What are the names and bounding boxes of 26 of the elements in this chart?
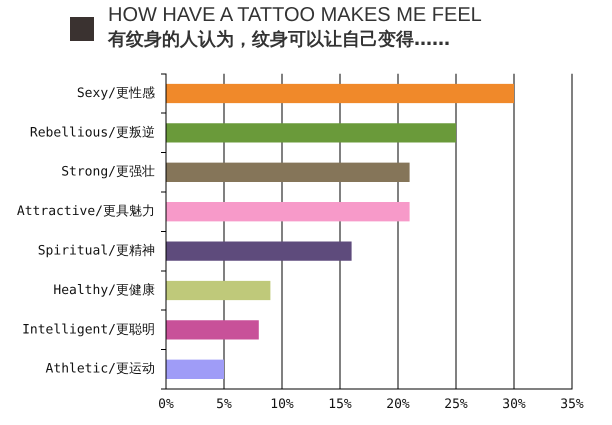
y-tick-label: Sexy/更性感 — [76, 86, 155, 101]
y-tick-label: Strong/更强壮 — [61, 164, 155, 180]
y-tick-label: Spiritual/更精神 — [38, 243, 155, 258]
chart-subtitle: 有纹身的人认为，纹身可以让自己变得…… — [108, 29, 450, 51]
y-tick-label: Athletic/更运动 — [46, 362, 155, 377]
bar — [166, 280, 270, 300]
x-tick-label: 25% — [444, 397, 468, 412]
bar — [166, 241, 352, 261]
bar — [166, 320, 259, 340]
x-tick-label: 20% — [386, 397, 410, 412]
bar — [166, 162, 410, 182]
y-tick-label: Healthy/更健康 — [53, 282, 155, 298]
y-tick-label: Attractive/更具魅力 — [16, 204, 155, 220]
bar — [166, 123, 456, 143]
bar — [166, 84, 514, 104]
y-tick-label: Intelligent/更聪明 — [22, 322, 155, 338]
x-tick-label: 15% — [328, 397, 352, 412]
y-tick-label: Rebellious/更叛逆 — [30, 125, 155, 140]
x-tick-label: 10% — [270, 397, 294, 412]
bar — [166, 202, 410, 222]
x-tick-label: 5% — [216, 397, 232, 412]
x-tick-label: 35% — [560, 397, 584, 412]
x-tick-label: 30% — [502, 397, 526, 412]
x-tick-label: 0% — [158, 397, 174, 412]
bar — [166, 360, 224, 379]
chart-title: HOW HAVE A TATTOO MAKES ME FEEL — [108, 4, 482, 26]
